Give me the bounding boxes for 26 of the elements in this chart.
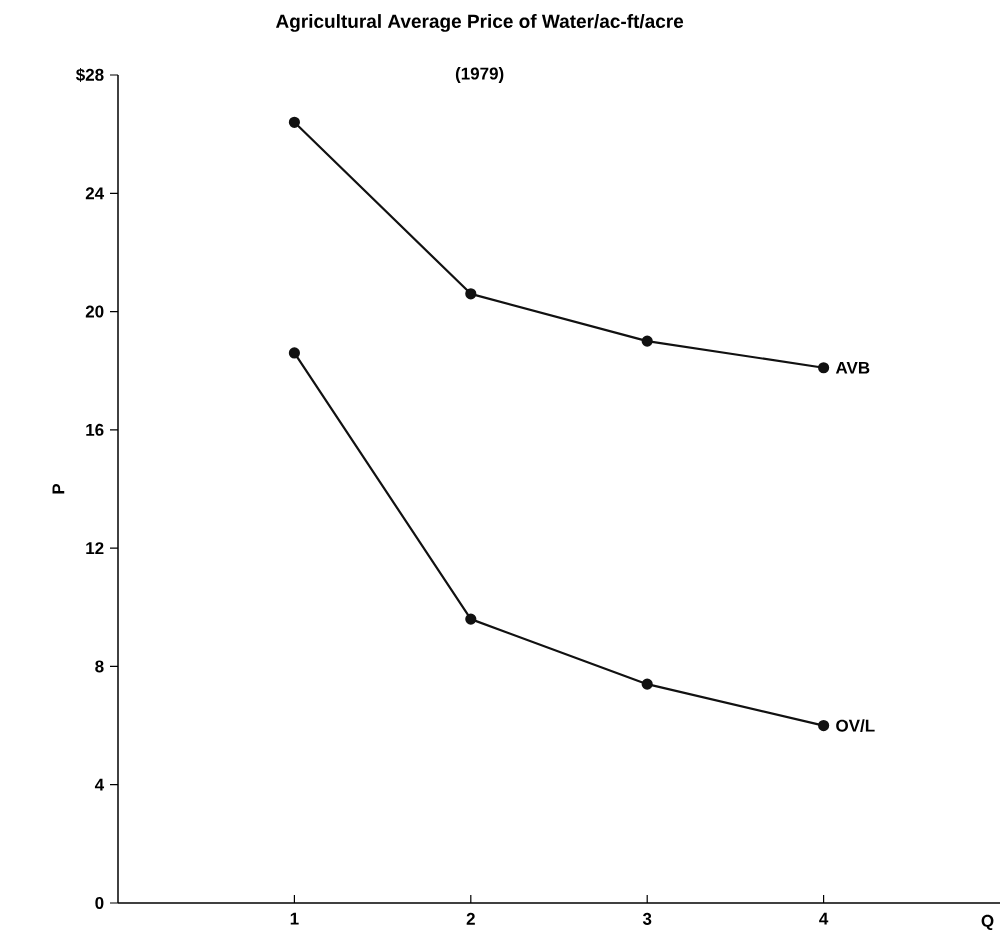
point	[288, 116, 300, 128]
point	[465, 288, 477, 300]
point	[641, 678, 653, 690]
point	[641, 335, 653, 347]
point	[465, 613, 477, 625]
x-tick-label: 4	[819, 912, 829, 925]
chart-subtitle: (1979)	[455, 67, 504, 83]
y-tick-label: $28	[75, 68, 104, 82]
point	[818, 719, 830, 732]
y-tick-label: 16	[86, 423, 104, 436]
y-tick-label: 24	[85, 187, 105, 200]
series-label: OV/L	[836, 719, 875, 732]
x-axis-title: Q	[981, 914, 994, 931]
y-tick-label: 4	[94, 778, 105, 791]
y-axis-title: P	[52, 483, 65, 494]
series-label: AVB	[835, 361, 870, 374]
y-tick-label: 0	[95, 896, 104, 910]
point	[818, 362, 830, 374]
x-tick-label: 1	[290, 912, 299, 925]
chart-title: Agricultural Average Price of Water/ac-ft/acre	[275, 14, 684, 32]
y-tick-label: 12	[86, 542, 104, 555]
x-tick-label: 3	[642, 912, 652, 925]
x-tick-label: 2	[466, 912, 475, 925]
y-tick-label: 8	[95, 660, 104, 673]
point	[288, 347, 300, 359]
y-tick-label: 20	[85, 305, 104, 318]
